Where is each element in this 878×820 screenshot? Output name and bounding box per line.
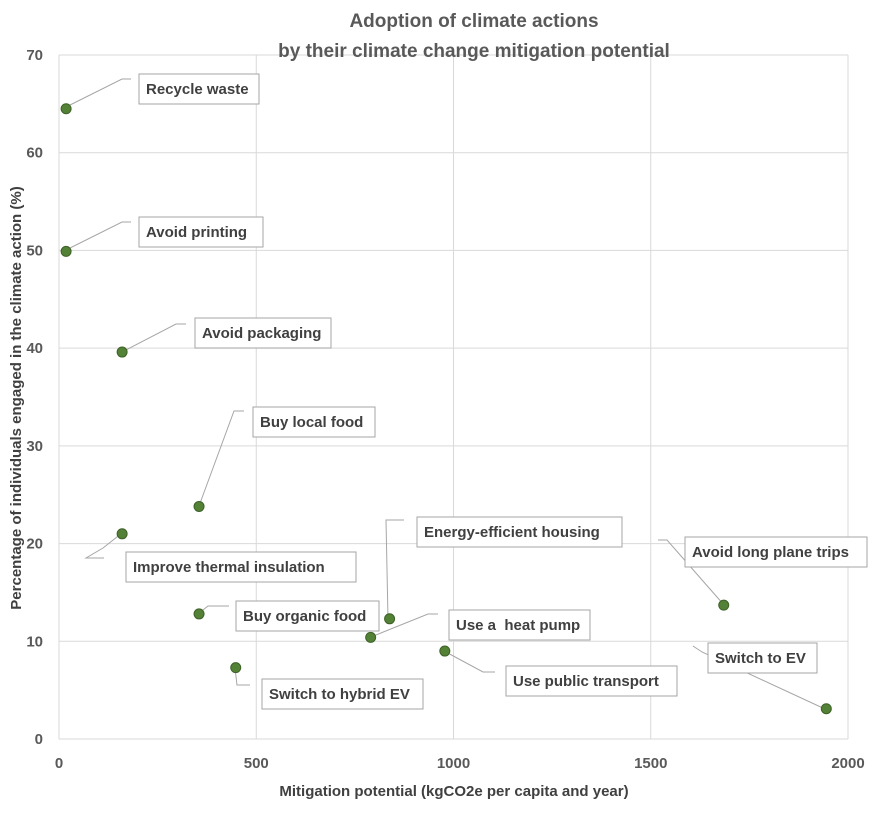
data-point — [60, 103, 72, 115]
data-label: Energy-efficient housing — [424, 524, 600, 541]
data-label-box — [448, 609, 591, 641]
data-label-box — [684, 536, 868, 568]
y-tick-label: 10 — [26, 633, 43, 650]
data-label: Buy organic food — [243, 608, 366, 625]
label-leader-line — [385, 519, 404, 620]
label-leader-line — [121, 323, 186, 353]
data-point — [384, 613, 396, 625]
label-leader-line — [65, 221, 131, 251]
y-tick-label: 30 — [26, 438, 43, 455]
data-label: Buy local food — [260, 414, 363, 431]
data-point — [193, 608, 205, 620]
data-label-box — [505, 665, 678, 697]
data-point — [193, 500, 205, 512]
y-tick-label: 40 — [26, 340, 43, 357]
y-axis-title: Percentage of individuals engaged in the… — [8, 186, 25, 609]
data-point — [718, 599, 730, 611]
y-tick-label: 20 — [26, 536, 43, 553]
x-tick-label: 500 — [244, 755, 269, 772]
label-leader-line — [370, 613, 438, 638]
data-point — [230, 662, 242, 674]
data-point — [116, 528, 128, 540]
label-leader-line — [198, 410, 244, 507]
data-point — [820, 703, 832, 715]
chart-title-line-2: by their climate change mitigation poten… — [278, 41, 670, 62]
data-label-box — [261, 678, 424, 710]
data-label-box — [252, 406, 376, 438]
x-tick-label: 1500 — [634, 755, 667, 772]
data-label: Avoid long plane trips — [692, 544, 849, 561]
label-leader-line — [234, 667, 250, 686]
data-label-box — [138, 216, 264, 248]
data-label-box — [416, 516, 623, 548]
y-tick-label: 70 — [26, 47, 43, 64]
data-label: Use a heat pump — [456, 617, 580, 634]
x-tick-label: 2000 — [831, 755, 864, 772]
data-label: Recycle waste — [146, 81, 249, 98]
data-label: Switch to hybrid EV — [269, 686, 410, 703]
data-label-box — [138, 73, 260, 105]
x-tick-label: 0 — [55, 755, 63, 772]
data-label: Switch to EV — [715, 650, 806, 667]
data-label-box — [194, 317, 332, 349]
x-tick-label: 1000 — [437, 755, 470, 772]
data-label: Use public transport — [513, 673, 659, 690]
data-label: Avoid printing — [146, 224, 247, 241]
data-point — [116, 346, 128, 358]
label-leader-line — [658, 539, 725, 606]
y-tick-label: 0 — [35, 731, 43, 748]
label-leader-line — [443, 650, 495, 673]
data-point — [365, 631, 377, 643]
x-axis-ticks: 0 500 1000 1500 2000 — [55, 755, 865, 772]
data-label-box — [125, 551, 357, 583]
data-labels: Recycle waste Avoid printing Avoid packagi… — [125, 73, 868, 710]
leader-lines — [65, 78, 826, 710]
y-tick-label: 50 — [26, 242, 43, 259]
label-leader-line — [692, 645, 826, 710]
label-leader-line — [65, 78, 131, 108]
data-label-box — [707, 642, 818, 674]
y-axis-ticks: 0 10 20 30 40 50 60 70 — [26, 47, 43, 748]
y-tick-label: 60 — [26, 145, 43, 162]
label-leader-line — [84, 532, 123, 559]
data-label: Improve thermal insulation — [133, 559, 325, 576]
x-axis-title: Mitigation potential (kgCO2e per capita … — [279, 783, 628, 800]
chart-title-line-1: Adoption of climate actions — [349, 11, 598, 32]
data-point — [60, 245, 72, 257]
data-point — [439, 645, 451, 657]
data-label: Avoid packaging — [202, 325, 321, 342]
data-points — [60, 103, 832, 715]
data-label-box — [235, 600, 380, 632]
